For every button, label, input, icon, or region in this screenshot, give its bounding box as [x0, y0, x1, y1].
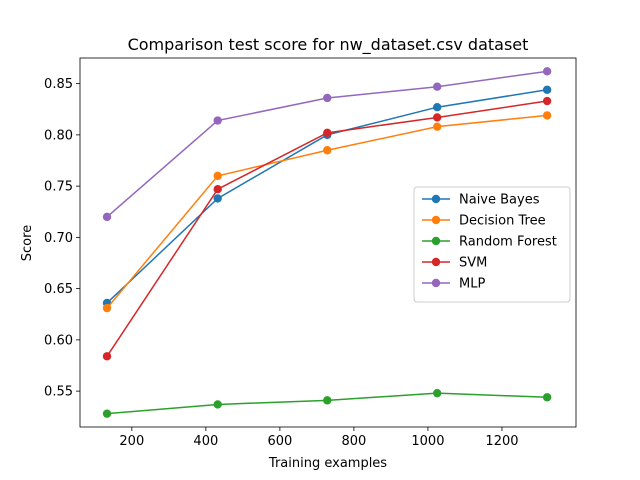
data-point	[542, 393, 552, 402]
data-point	[542, 111, 552, 120]
legend-label: Decision Tree	[459, 214, 546, 229]
data-point	[432, 82, 442, 91]
legend-label: SVM	[459, 256, 487, 271]
y-tick-label: 0.60	[44, 333, 73, 348]
legend-label: Naive Bayes	[459, 193, 540, 208]
y-tick-label: 0.75	[44, 180, 73, 195]
data-point	[102, 409, 112, 418]
data-point	[542, 85, 552, 94]
chart-title: Comparison test score for nw_dataset.csv…	[128, 35, 529, 55]
y-tick-label: 0.80	[44, 128, 73, 143]
data-point	[102, 212, 112, 222]
data-point	[213, 185, 222, 194]
data-point	[432, 122, 442, 131]
legend-swatch-marker	[431, 278, 441, 288]
y-tick-label: 0.70	[44, 231, 73, 246]
data-point	[542, 96, 552, 106]
y-tick-label: 0.55	[44, 385, 73, 400]
legend-label: MLP	[459, 277, 485, 292]
y-tick-label: 0.65	[44, 282, 73, 297]
x-axis-label: Training examples	[268, 456, 387, 471]
axes-frame	[79, 57, 577, 428]
legend-swatch-marker	[431, 257, 441, 267]
x-tick-label: 400	[193, 434, 218, 449]
data-point	[323, 396, 332, 405]
data-point	[432, 103, 442, 112]
legend-swatch-marker	[431, 215, 441, 225]
legend-swatch-marker	[431, 236, 441, 246]
data-point	[323, 93, 332, 103]
data-point	[542, 67, 552, 76]
data-point	[323, 128, 332, 138]
legend-box	[413, 186, 571, 303]
legend-label: Random Forest	[459, 235, 557, 250]
legend: Naive Bayes Decision Tree Random Forest SVM…	[413, 186, 571, 303]
x-tick-label: 1200	[485, 434, 518, 449]
data-point	[213, 116, 222, 125]
x-tick-label: 600	[267, 434, 292, 449]
data-point	[213, 194, 222, 203]
data-point	[102, 352, 112, 361]
data-point	[102, 303, 112, 313]
data-point	[432, 113, 442, 122]
legend-swatch-marker	[431, 194, 441, 204]
y-axis-label: Score	[20, 225, 35, 261]
x-tick-label: 800	[341, 434, 366, 449]
x-tick-label: 1000	[411, 434, 444, 449]
data-point	[213, 171, 222, 181]
data-point	[213, 400, 222, 409]
x-tick-label: 200	[119, 434, 144, 449]
y-tick-label: 0.85	[44, 77, 73, 92]
data-point	[323, 146, 332, 155]
plot-area: 200 400 600 800 1000 1200 0.55 0.60 0.65 0.70 0.75…	[44, 57, 577, 449]
data-point	[432, 388, 442, 398]
